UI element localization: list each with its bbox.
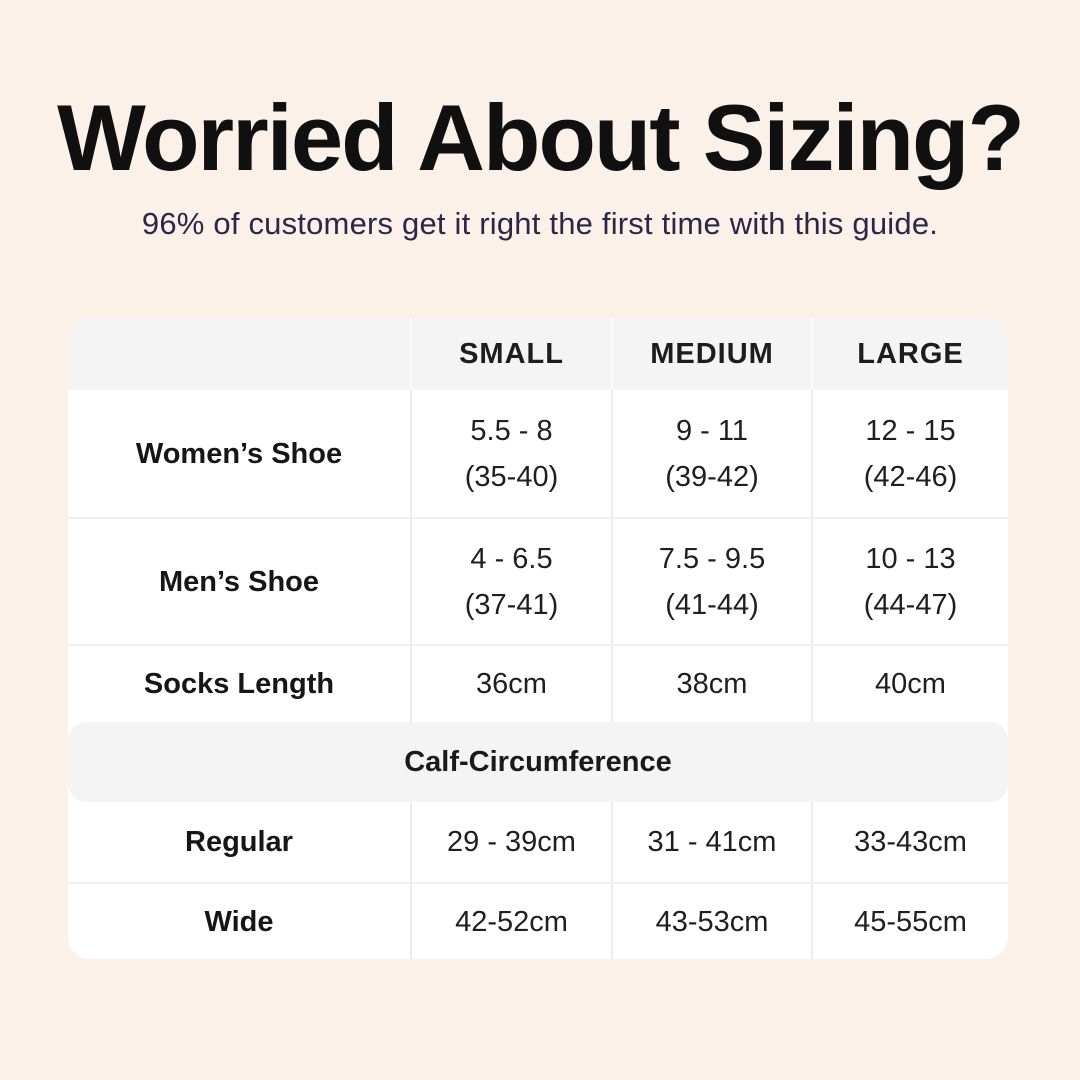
cell-mens-small: 4 - 6.5 (37-41) <box>410 519 611 644</box>
cell-womens-medium: 9 - 11 (39-42) <box>611 390 811 517</box>
cell-line: 4 - 6.5 <box>470 542 553 575</box>
cell-regular-medium: 31 - 41cm <box>611 802 811 882</box>
cell-socks-small: 36cm <box>410 646 611 722</box>
cell-socks-medium: 38cm <box>611 646 811 722</box>
cell-regular-large: 33-43cm <box>811 802 1008 882</box>
cell-regular-small: 29 - 39cm <box>410 802 611 882</box>
table-row-socks-length: Socks Length 36cm 38cm 40cm <box>68 644 1008 722</box>
row-label-socks-length: Socks Length <box>143 668 335 700</box>
cell-line: (42-46) <box>863 460 958 493</box>
header-spacer-cell <box>68 318 410 390</box>
table-row-calf-regular: Regular 29 - 39cm 31 - 41cm 33-43cm <box>68 802 1008 882</box>
calf-circumference-section-header: Calf-Circumference <box>68 722 1008 802</box>
cell-line: 10 - 13 <box>865 542 956 575</box>
cell-wide-small: 42-52cm <box>410 884 611 959</box>
cell-line: 9 - 11 <box>675 414 748 447</box>
cell-mens-large: 10 - 13 (44-47) <box>811 519 1008 644</box>
cell-line: (44-47) <box>863 588 958 621</box>
table-row-womens-shoe: Women’s Shoe 5.5 - 8 (35-40) 9 - 11 (39-… <box>68 390 1008 517</box>
cell-line: (41-44) <box>665 588 759 621</box>
column-header-small: SMALL <box>410 318 611 390</box>
cell-womens-small: 5.5 - 8 (35-40) <box>410 390 611 517</box>
row-label-womens-shoe: Women’s Shoe <box>135 437 343 470</box>
page-subtitle: 96% of customers get it right the first … <box>141 206 939 241</box>
cell-line: (39-42) <box>665 460 759 493</box>
row-label-mens-shoe: Men’s Shoe <box>158 565 320 598</box>
table-row-calf-wide: Wide 42-52cm 43-53cm 45-55cm <box>68 882 1008 959</box>
cell-wide-large: 45-55cm <box>811 884 1008 959</box>
cell-line: 5.5 - 8 <box>470 414 553 447</box>
cell-womens-large: 12 - 15 (42-46) <box>811 390 1008 517</box>
page-title: Worried About Sizing? <box>57 85 1025 190</box>
cell-line: 12 - 15 <box>865 414 956 447</box>
column-header-large: LARGE <box>811 318 1008 390</box>
cell-line: (37-41) <box>464 588 559 621</box>
row-label-regular: Regular <box>185 826 293 858</box>
table-header-row: SMALL MEDIUM LARGE <box>68 318 1008 390</box>
row-label-wide: Wide <box>204 905 274 938</box>
cell-line: (35-40) <box>464 460 559 493</box>
column-header-medium: MEDIUM <box>611 318 811 390</box>
cell-line: 7.5 - 9.5 <box>658 542 766 575</box>
cell-mens-medium: 7.5 - 9.5 (41-44) <box>611 519 811 644</box>
table-row-mens-shoe: Men’s Shoe 4 - 6.5 (37-41) 7.5 - 9.5 (41… <box>68 517 1008 644</box>
size-table: SMALL MEDIUM LARGE Women’s Shoe 5.5 - 8 … <box>68 318 1008 959</box>
cell-socks-large: 40cm <box>811 646 1008 722</box>
cell-wide-medium: 43-53cm <box>611 884 811 959</box>
